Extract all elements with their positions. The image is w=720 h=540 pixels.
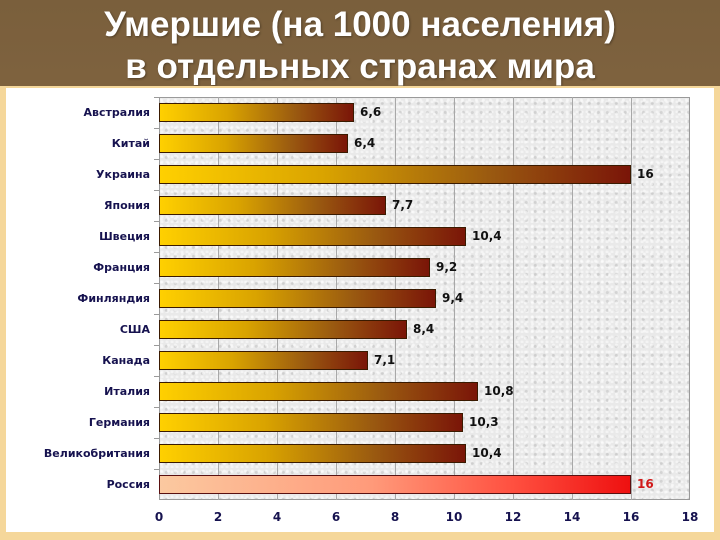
bar [159, 258, 430, 277]
category-label: Италия [104, 385, 150, 398]
bar [159, 444, 466, 463]
bar [159, 351, 368, 370]
bar [159, 134, 348, 153]
x-tick-label: 18 [681, 510, 699, 524]
y-tick [154, 283, 159, 284]
value-label: 10,8 [484, 384, 514, 398]
y-tick [154, 469, 159, 470]
gridline [513, 97, 514, 500]
category-label: Украина [96, 168, 150, 181]
y-tick [154, 438, 159, 439]
gridline [572, 97, 573, 500]
value-label: 7,1 [374, 353, 396, 367]
category-label: Великобритания [43, 447, 150, 460]
bar [159, 289, 436, 308]
category-label: Франция [93, 261, 150, 274]
value-label: 9,4 [442, 291, 464, 305]
value-label: 6,6 [360, 105, 382, 119]
x-tick-label: 14 [563, 510, 581, 524]
category-label: Германия [88, 416, 150, 429]
slide-title-line2: в отдельных странах мира [125, 47, 595, 86]
x-tick-label: 16 [622, 510, 640, 524]
category-label: Япония [104, 199, 150, 212]
gridline [454, 97, 455, 500]
category-label: Швеция [99, 230, 150, 243]
y-tick [154, 221, 159, 222]
bar [159, 227, 466, 246]
x-tick-label: 6 [331, 510, 341, 524]
gridline [631, 97, 632, 500]
x-tick-label: 4 [272, 510, 282, 524]
y-tick [154, 314, 159, 315]
y-tick [154, 97, 159, 98]
category-label: Россия [106, 478, 150, 491]
bar [159, 320, 407, 339]
value-label: 10,4 [472, 446, 502, 460]
category-label: Австралия [83, 106, 151, 119]
bar [159, 196, 386, 215]
slide-title: Умершие (на 1000 населения) в отдельных … [0, 4, 720, 88]
bar [159, 382, 478, 401]
category-label: США [119, 323, 150, 336]
value-label: 10,3 [469, 415, 499, 429]
value-label: 6,4 [354, 136, 376, 150]
y-tick [154, 159, 159, 160]
y-tick [154, 190, 159, 191]
value-label: 7,7 [392, 198, 414, 212]
bar [159, 103, 354, 122]
y-tick [154, 407, 159, 408]
value-label: 10,4 [472, 229, 502, 243]
slide-title-line1: Умершие (на 1000 населения) [104, 5, 616, 44]
value-label: 16 [637, 477, 654, 491]
y-tick [154, 252, 159, 253]
bar [159, 165, 631, 184]
x-tick-label: 0 [154, 510, 164, 524]
value-label: 16 [637, 167, 654, 181]
value-label: 8,4 [413, 322, 435, 336]
x-tick-label: 10 [445, 510, 463, 524]
category-label: Канада [102, 354, 150, 367]
y-tick [154, 345, 159, 346]
y-tick [154, 128, 159, 129]
x-tick-label: 8 [390, 510, 400, 524]
y-tick [154, 376, 159, 377]
category-label: Китай [111, 137, 150, 150]
value-label: 9,2 [436, 260, 458, 274]
category-label: Финляндия [77, 292, 150, 305]
bar [159, 413, 463, 432]
x-tick-label: 12 [504, 510, 522, 524]
x-tick-label: 2 [213, 510, 223, 524]
bar-highlighted [159, 475, 631, 494]
